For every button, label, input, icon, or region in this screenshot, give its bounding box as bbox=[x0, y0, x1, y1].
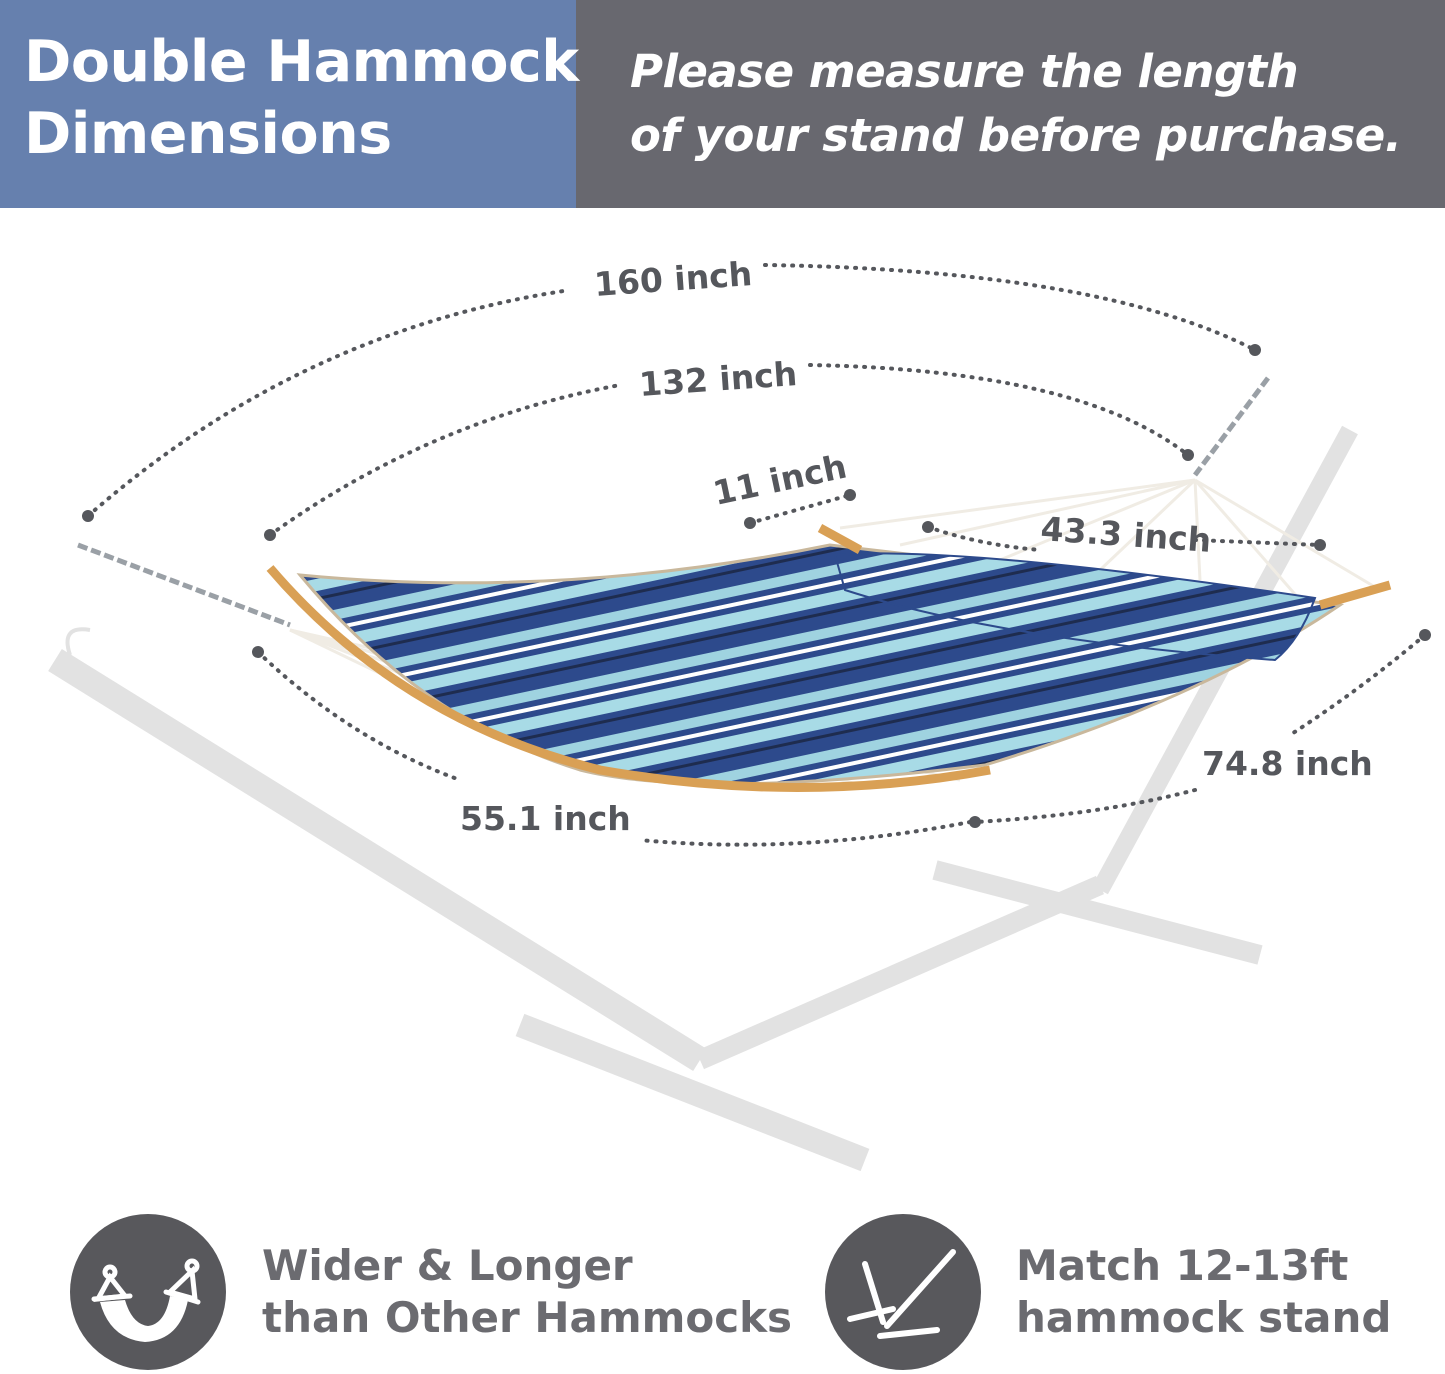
feature-2-line-2: hammock stand bbox=[1016, 1293, 1392, 1342]
spreader-bar-front bbox=[266, 565, 991, 792]
header-title-panel bbox=[0, 0, 576, 208]
spreader-bar-back bbox=[817, 524, 863, 554]
note-line-2: of your stand before purchase. bbox=[630, 109, 1402, 162]
label-160-inch: 160 inch bbox=[593, 254, 754, 304]
feature-2-line-1: Match 12-13ft bbox=[1016, 1241, 1349, 1290]
feature-1-line-1: Wider & Longer bbox=[262, 1241, 633, 1290]
header-note-panel bbox=[576, 0, 1445, 208]
stand-icon bbox=[825, 1214, 981, 1370]
pillow bbox=[833, 552, 1317, 662]
feature-1-line-2: than Other Hammocks bbox=[262, 1293, 793, 1342]
label-74-inch: 74.8 inch bbox=[1202, 744, 1373, 783]
label-55-inch: 55.1 inch bbox=[460, 799, 631, 838]
note-line-1: Please measure the length bbox=[630, 45, 1299, 98]
label-132-inch: 132 inch bbox=[638, 354, 799, 404]
page-title: Double Hammock Dimensions bbox=[24, 26, 579, 170]
label-43-inch: 43.3 inch bbox=[1039, 509, 1212, 560]
title-line-1: Double Hammock bbox=[24, 29, 579, 95]
hammock-stand bbox=[48, 425, 1358, 1172]
dimension-lines bbox=[86, 263, 1427, 847]
feature-stand-match: Match 12-13ft hammock stand bbox=[1016, 1240, 1391, 1344]
chain bbox=[77, 376, 1270, 628]
purchase-note: Please measure the length of your stand … bbox=[630, 40, 1402, 168]
dimension-endpoints bbox=[82, 344, 1431, 828]
hammock-icon bbox=[70, 1214, 226, 1370]
feature-wider-longer: Wider & Longer than Other Hammocks bbox=[262, 1240, 792, 1344]
title-line-2: Dimensions bbox=[24, 101, 392, 167]
